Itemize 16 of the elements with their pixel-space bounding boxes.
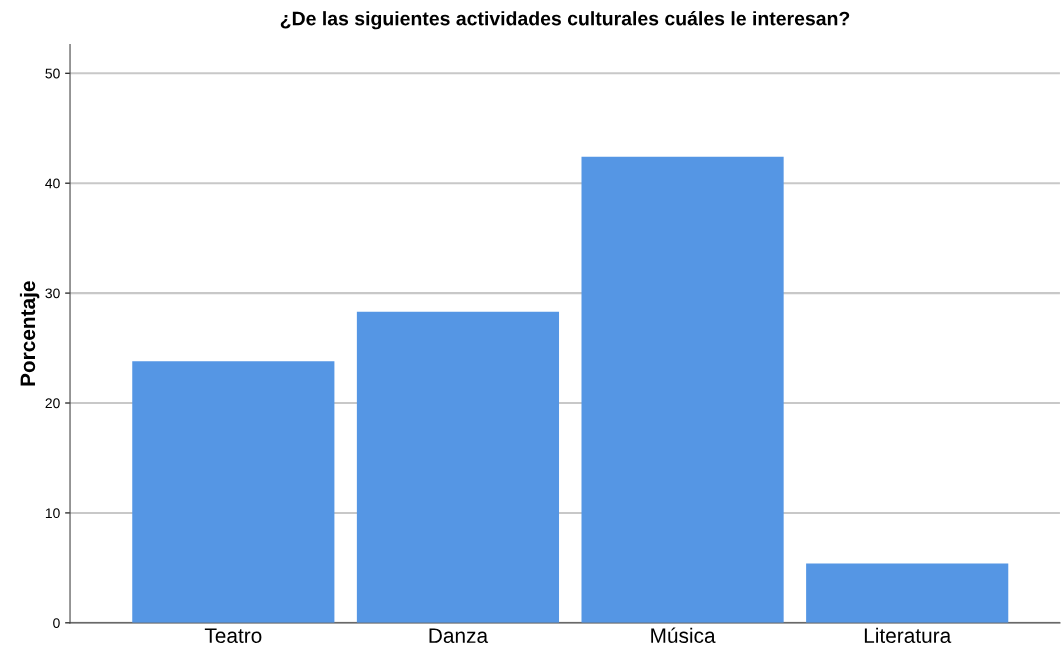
y-tick-label: 0 [53,618,60,629]
y-tick-label: 30 [45,288,60,299]
x-tick-label: Danza [429,628,489,643]
bar [356,311,560,623]
y-tick-label: 20 [45,398,60,409]
bar [581,156,784,623]
x-tick-label: Teatro [204,628,262,643]
y-axis-title: Porcentaje [19,281,40,386]
y-tick-label: 40 [45,178,60,189]
x-tick-label: Literatura [864,627,952,643]
y-tick-label: 50 [45,68,60,79]
bar [806,563,1009,623]
y-tick-label: 10 [45,508,60,519]
chart-title: ¿De las siguientes actividades culturales cuáles le interesan? [280,10,850,30]
bar [132,361,335,623]
x-tick-label: Música [651,627,716,643]
